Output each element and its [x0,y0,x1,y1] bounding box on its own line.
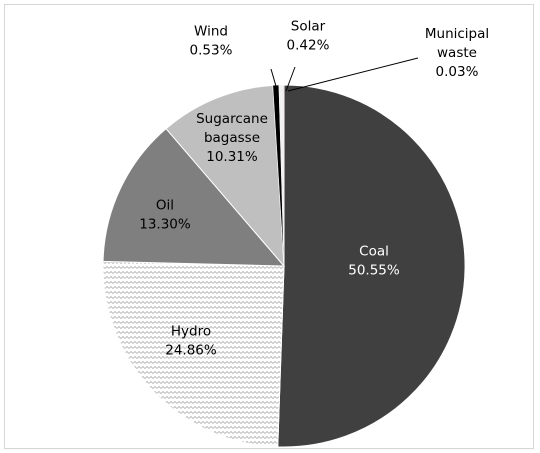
data-label-value: 0.03% [436,64,479,80]
data-label-solar: Solar 0.42% [287,19,330,54]
data-label-municipal-waste: Municipal waste 0.03% [425,26,489,80]
data-label-value: 0.53% [190,43,233,59]
data-label-name: Hydro [171,324,211,340]
pie-slice-hydro [102,260,285,448]
leader-line-wind [270,68,279,94]
data-label-name: Solar [291,19,326,35]
pie-slice-oil [102,127,286,267]
data-label-coal: Coal 50.55% [348,244,400,279]
data-label-name: waste [437,45,477,61]
data-label-name: bagasse [204,130,260,146]
data-label-value: 50.55% [348,263,400,279]
data-label-value: 10.31% [206,149,258,165]
data-label-oil: Oil 13.30% [139,198,191,233]
data-label-name: Wind [194,24,228,40]
data-label-name: Oil [156,198,174,214]
data-label-value: 24.86% [165,343,217,359]
data-label-value: 13.30% [139,217,191,233]
data-label-value: 0.42% [287,38,330,54]
pie-chart-svg: Coal 50.55% Hydro 24.86% Oil 13.30% Sugarcane b… [102,19,489,448]
data-label-hydro: Hydro 24.86% [165,324,217,359]
data-label-name: Coal [359,244,389,260]
data-label-name: Sugarcane [196,111,268,127]
pie-slice-coal [277,84,466,448]
data-label-name: Municipal [425,26,489,42]
leader-line-municipal-waste [287,57,419,92]
data-label-sugarcane-bagasse: Sugarcane bagasse 10.31% [196,111,268,165]
leader-line-solar [285,66,296,92]
data-label-wind: Wind 0.53% [190,24,233,59]
pie-slice-sugarcane-bagasse [165,84,285,268]
pie-chart: Coal 50.55% Hydro 24.86% Oil 13.30% Sugarcane b… [4,4,534,449]
